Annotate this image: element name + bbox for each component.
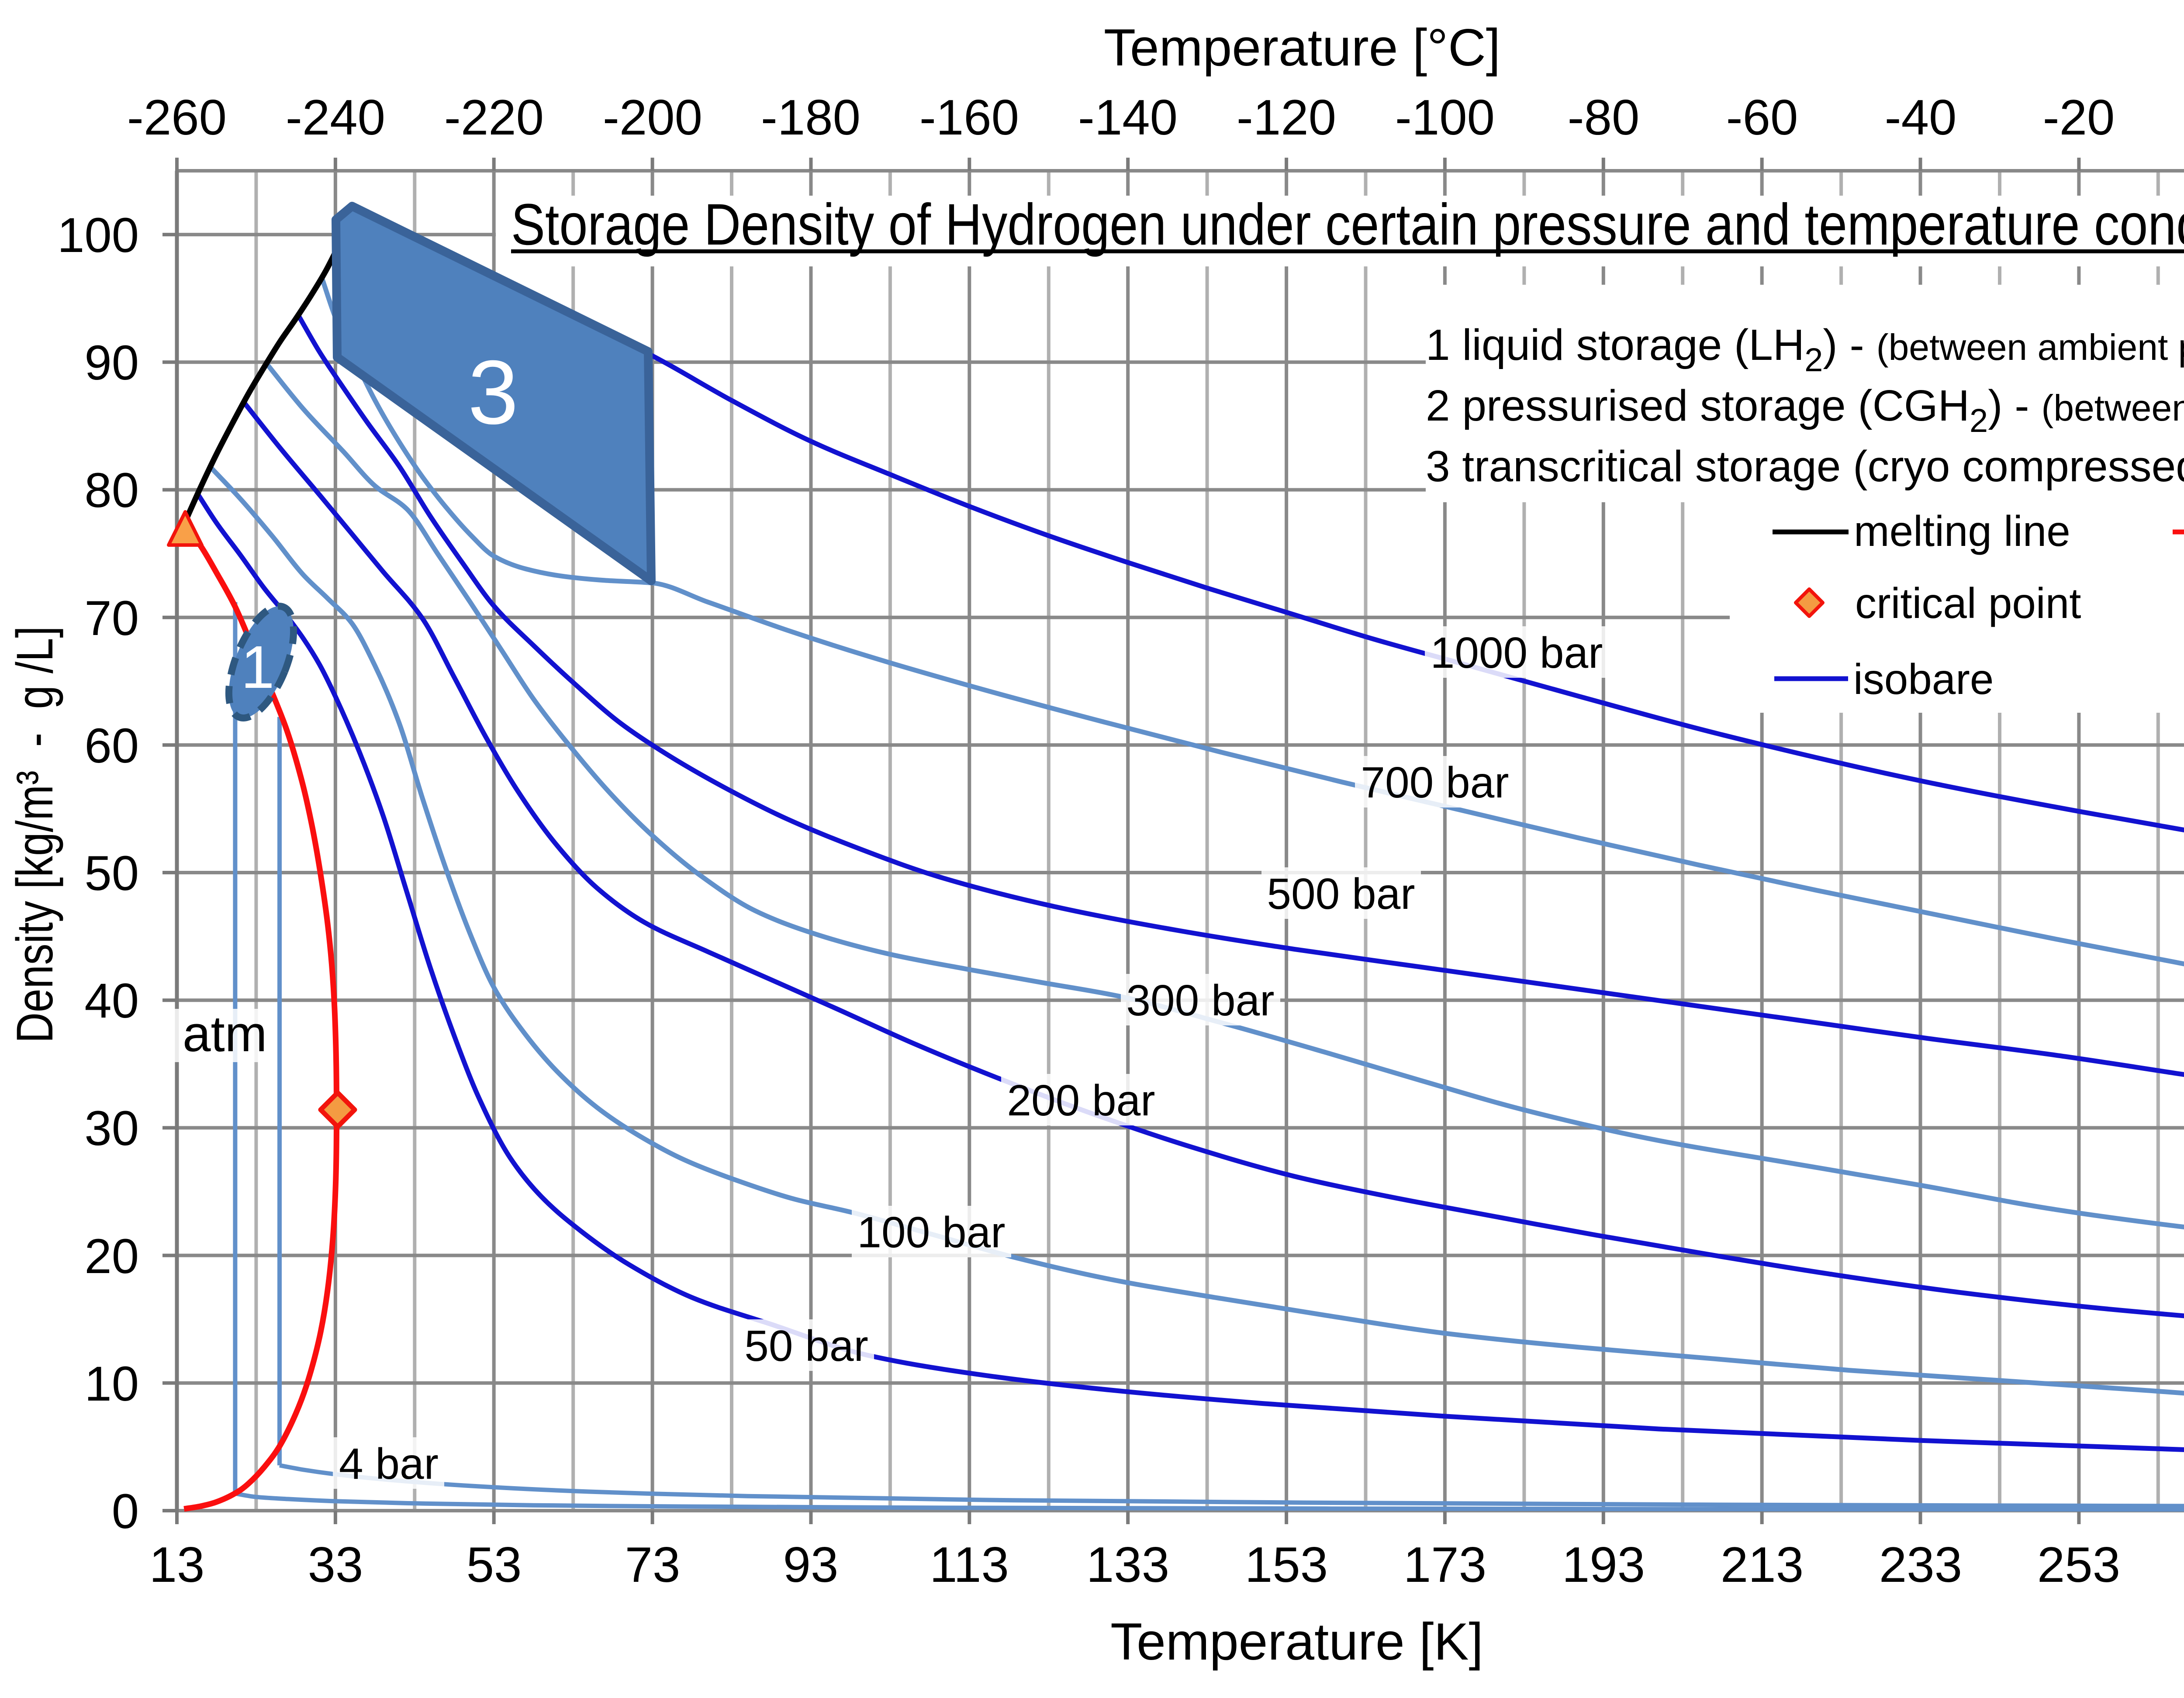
svg-text:60: 60 — [84, 718, 139, 773]
svg-text:-20: -20 — [2043, 90, 2115, 145]
svg-text:80: 80 — [84, 463, 139, 518]
svg-text:-240: -240 — [286, 90, 385, 145]
svg-text:100 bar: 100 bar — [857, 1208, 1005, 1257]
svg-text:-100: -100 — [1395, 90, 1495, 145]
svg-text:Density [kg/m³ - g /L]: Density [kg/m³ - g /L] — [6, 626, 64, 1043]
svg-text:30: 30 — [84, 1101, 139, 1156]
svg-text:213: 213 — [1721, 1537, 1804, 1593]
svg-text:233: 233 — [1879, 1537, 1962, 1593]
svg-text:-140: -140 — [1078, 90, 1178, 145]
svg-text:-160: -160 — [919, 90, 1019, 145]
svg-text:-220: -220 — [444, 90, 544, 145]
svg-text:-60: -60 — [1726, 90, 1798, 145]
svg-text:-120: -120 — [1237, 90, 1336, 145]
svg-text:0: 0 — [112, 1484, 139, 1539]
svg-text:4 bar: 4 bar — [339, 1439, 439, 1488]
svg-text:isobare: isobare — [1853, 655, 1994, 703]
svg-text:200 bar: 200 bar — [1007, 1076, 1155, 1125]
svg-text:Storage Density of Hydrogen un: Storage Density of Hydrogen under certai… — [511, 192, 2184, 257]
svg-text:113: 113 — [930, 1537, 1009, 1593]
svg-text:193: 193 — [1562, 1537, 1645, 1593]
svg-text:-80: -80 — [1568, 90, 1640, 145]
svg-text:20: 20 — [84, 1229, 139, 1284]
svg-text:133: 133 — [1086, 1537, 1169, 1593]
svg-text:253: 253 — [2037, 1537, 2120, 1593]
svg-text:53: 53 — [467, 1537, 522, 1593]
svg-text:-200: -200 — [603, 90, 702, 145]
svg-text:93: 93 — [783, 1537, 839, 1593]
svg-text:-180: -180 — [761, 90, 860, 145]
svg-text:10: 10 — [84, 1356, 139, 1411]
svg-text:-40: -40 — [1885, 90, 1957, 145]
svg-text:1000 bar: 1000 bar — [1431, 628, 1603, 677]
svg-text:500 bar: 500 bar — [1267, 870, 1415, 918]
svg-text:73: 73 — [625, 1537, 681, 1593]
svg-text:-260: -260 — [127, 90, 227, 145]
svg-text:melting line: melting line — [1854, 507, 2070, 555]
svg-text:critical point: critical point — [1855, 579, 2081, 627]
svg-text:3: 3 — [468, 342, 518, 443]
svg-text:40: 40 — [84, 973, 139, 1028]
svg-text:Temperature [°C]: Temperature [°C] — [1104, 18, 1500, 77]
svg-text:90: 90 — [84, 335, 139, 390]
svg-text:2 pressurised storage (CGH2) -: 2 pressurised storage (CGH2) - (between … — [1426, 381, 2184, 439]
svg-text:50 bar: 50 bar — [744, 1322, 868, 1370]
svg-text:13: 13 — [149, 1537, 205, 1593]
svg-text:3 transcritical storage (cryo: 3 transcritical storage (cryo compressed… — [1426, 442, 2184, 491]
svg-text:Temperature [K]: Temperature [K] — [1110, 1612, 1483, 1671]
svg-text:33: 33 — [308, 1537, 363, 1593]
svg-text:atm: atm — [183, 1005, 267, 1062]
svg-text:50: 50 — [84, 846, 139, 901]
svg-text:70: 70 — [84, 591, 139, 645]
svg-text:1: 1 — [241, 634, 275, 701]
svg-text:300 bar: 300 bar — [1126, 976, 1274, 1025]
svg-text:100: 100 — [57, 208, 139, 262]
svg-text:173: 173 — [1403, 1537, 1486, 1593]
svg-text:153: 153 — [1245, 1537, 1328, 1593]
svg-text:700 bar: 700 bar — [1361, 758, 1509, 807]
